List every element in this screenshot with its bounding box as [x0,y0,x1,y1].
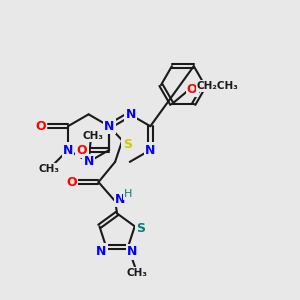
Text: N: N [63,143,73,157]
Text: O: O [77,143,87,157]
Text: O: O [187,83,197,96]
Text: CH₃: CH₃ [127,268,148,278]
Text: N: N [126,108,136,121]
Text: N: N [145,143,155,157]
Text: H: H [124,189,132,199]
Text: CH₃: CH₃ [38,164,59,174]
Text: N: N [104,120,114,133]
Text: N: N [115,193,125,206]
Text: N: N [96,244,106,257]
Text: CH₂CH₃: CH₂CH₃ [197,81,239,91]
Text: N: N [127,245,137,259]
Text: O: O [66,176,76,189]
Text: S: S [136,222,145,235]
Text: CH₃: CH₃ [82,131,103,141]
Text: S: S [123,138,132,151]
Text: O: O [35,120,46,133]
Text: N: N [83,155,94,168]
